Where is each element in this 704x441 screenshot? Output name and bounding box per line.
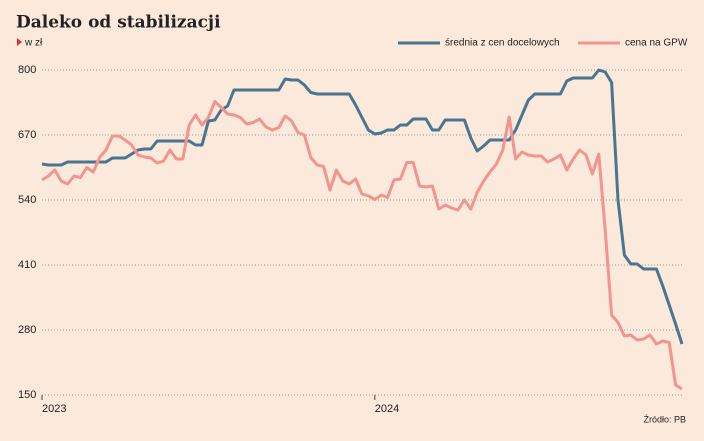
line-series (41, 100, 683, 391)
line-series (41, 68, 684, 345)
y-tick-label: 540 (18, 194, 36, 206)
y-tick-label: 150 (18, 389, 36, 401)
subtitle: w zł (24, 38, 43, 49)
x-tick-label: 2024 (375, 403, 399, 415)
y-tick-label: 670 (18, 129, 36, 141)
x-tick-label: 2023 (42, 403, 66, 415)
legend-label: cena na GPW (625, 38, 688, 49)
legend-label: średnia z cen docelowych (445, 38, 560, 49)
y-tick-label: 800 (18, 64, 36, 76)
source: Źródło: PB (643, 414, 686, 424)
chart-title: Daleko od stabilizacji (16, 13, 221, 33)
y-tick-label: 410 (18, 259, 36, 271)
y-tick-label: 280 (18, 324, 36, 336)
subtitle-marker (17, 38, 22, 46)
